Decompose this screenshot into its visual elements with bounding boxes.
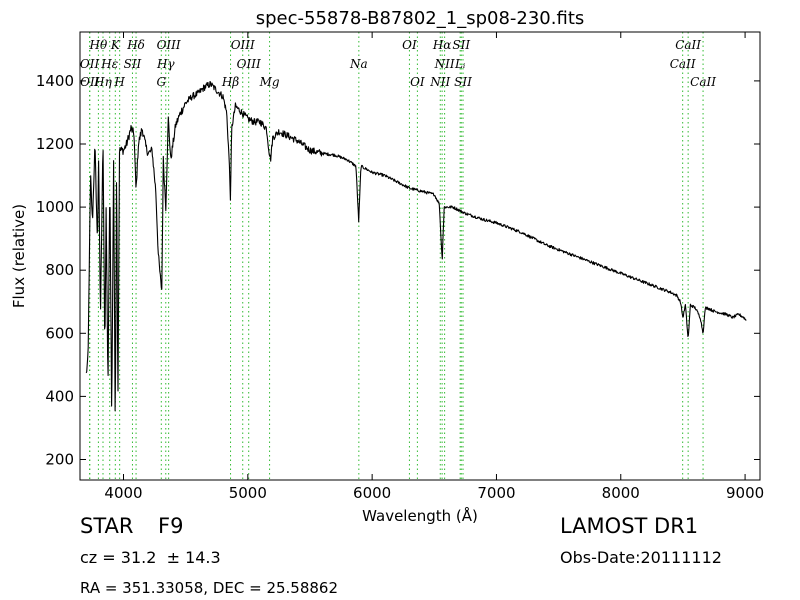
spectral-line-label: NII xyxy=(434,57,455,71)
x-tick-label: 5000 xyxy=(229,484,267,502)
spectral-line-label: OI xyxy=(410,75,425,89)
spectral-line-label: Hβ xyxy=(221,75,239,89)
spectral-line-label: OII xyxy=(80,75,100,89)
spectral-line-label: Hδ xyxy=(126,38,145,52)
x-axis-label: Wavelength (Å) xyxy=(362,506,478,525)
y-tick-label: 600 xyxy=(45,324,74,342)
spectral-line-label: SII xyxy=(124,57,142,71)
spectral-line-label: Hε xyxy=(100,57,118,71)
spectral-line-label: G xyxy=(157,75,167,89)
y-tick-label: 200 xyxy=(45,450,74,468)
object-class: STAR xyxy=(80,514,134,538)
redshift-value: cz = 31.2 ± 14.3 xyxy=(80,548,221,567)
spectral-line-label: H xyxy=(113,75,125,89)
spectral-line-label: NII xyxy=(429,75,450,89)
spectral-line-label: OI xyxy=(402,38,417,52)
y-axis-label: Flux (relative) xyxy=(10,204,28,308)
spectral-line-label: SII xyxy=(454,75,472,89)
spectral-line-label: OII xyxy=(80,57,100,71)
sky-coordinates: RA = 351.33058, DEC = 25.58862 xyxy=(80,579,339,597)
axis-ticks: 4000 5000 6000 7000 8000 9000 200 400 600 800 1000… xyxy=(36,32,764,502)
spectral-line-label: Mg xyxy=(259,75,280,89)
spectral-line-label: Na xyxy=(349,57,368,71)
spectral-line-label: SII xyxy=(452,38,470,52)
spectral-line-markers xyxy=(89,32,704,480)
spectral-line-label: Lᵢ xyxy=(454,57,466,71)
x-tick-label: 6000 xyxy=(353,484,391,502)
y-tick-label: 1000 xyxy=(36,198,74,216)
spectral-line-label: Hγ xyxy=(156,57,175,71)
spectral-line-label: K xyxy=(110,38,121,52)
spectral-line-label: Hθ xyxy=(89,38,108,52)
spectral-line-label: OIII xyxy=(237,57,261,71)
x-tick-label: 9000 xyxy=(726,484,764,502)
y-tick-label: 800 xyxy=(45,261,74,279)
x-tick-label: 8000 xyxy=(602,484,640,502)
spectrum-line xyxy=(85,80,747,412)
spectral-line-label: CaII xyxy=(675,38,701,52)
spectral-line-label: CaII xyxy=(690,75,716,89)
plot-frame xyxy=(79,31,761,481)
x-tick-label: 7000 xyxy=(477,484,515,502)
spectral-line-label: CaII xyxy=(670,57,696,71)
y-tick-label: 1200 xyxy=(36,135,74,153)
object-subclass: F9 xyxy=(158,514,184,538)
spectral-line-label: OIII xyxy=(157,38,181,52)
spectral-line-label: OIII xyxy=(231,38,255,52)
chart-title: spec-55878-B87802_1_sp08-230.fits xyxy=(256,8,585,29)
survey-name: LAMOST DR1 xyxy=(560,514,699,538)
y-tick-label: 400 xyxy=(45,387,74,405)
y-tick-label: 1400 xyxy=(36,72,74,90)
x-tick-label: 4000 xyxy=(104,484,142,502)
spectral-line-label: Hη xyxy=(93,75,112,89)
observation-date: Obs-Date:20111112 xyxy=(560,548,722,567)
spectral-line-label: Hα xyxy=(432,38,452,52)
